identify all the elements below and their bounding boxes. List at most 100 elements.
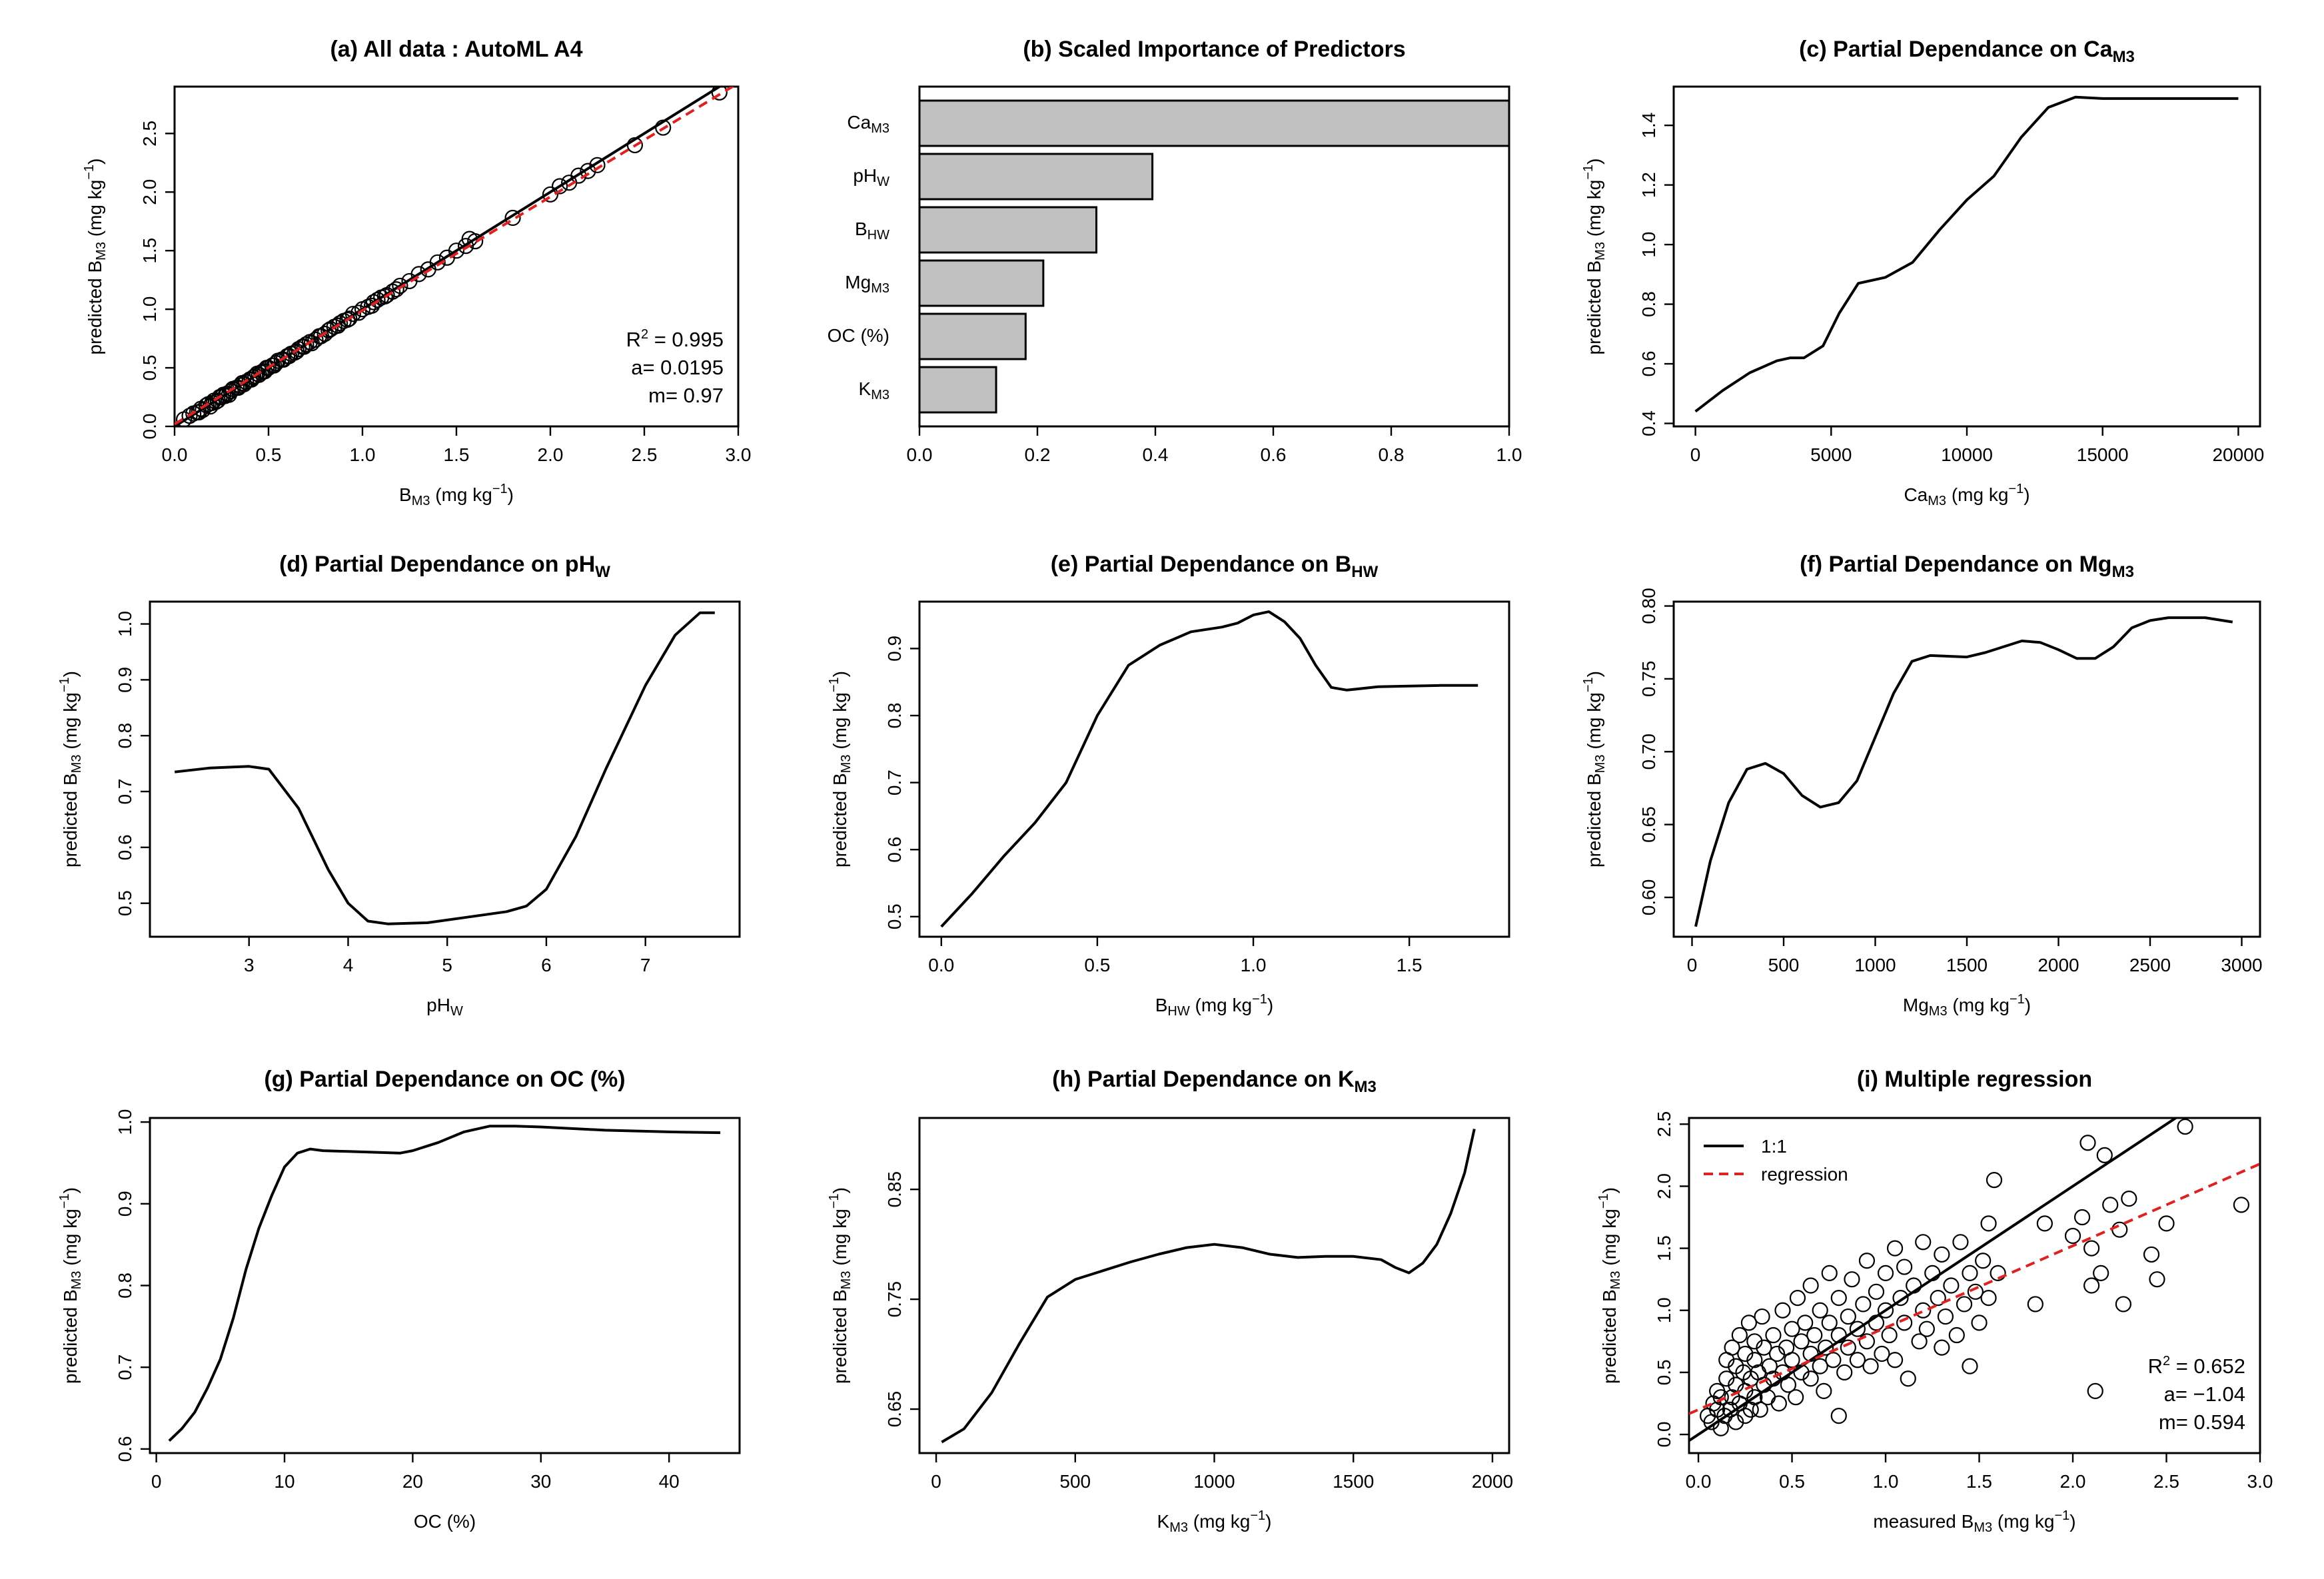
plot-area — [174, 611, 715, 925]
x-axis-label-superscript: −1 — [2008, 482, 2024, 496]
data-point — [1874, 1345, 1890, 1362]
data-point — [1862, 1358, 1879, 1374]
panel-title-text: (g) Partial Dependance on OC (%) — [264, 1067, 625, 1092]
data-point — [2027, 1296, 2043, 1313]
importance-bar — [918, 366, 997, 414]
category-subscript: W — [877, 175, 889, 189]
panel-title: (b) Scaled Importance of Predictors — [1023, 37, 1405, 62]
y-axis-label-text: predicted B — [1584, 773, 1604, 867]
x-axis-label-end: ) — [1267, 995, 1273, 1015]
y-axis-label-text: predicted B — [60, 1289, 81, 1384]
x-tick-label: 1.5 — [444, 444, 470, 465]
y-tick-label: 0.5 — [139, 355, 160, 381]
y-axis-label: predicted BM3 (mg kg−1) — [827, 1187, 854, 1384]
data-point — [339, 311, 356, 328]
data-point — [1816, 1382, 1832, 1399]
data-point — [1812, 1358, 1828, 1374]
data-point — [1962, 1358, 1978, 1374]
data-point — [1962, 1265, 1978, 1281]
data-point — [1918, 1320, 1935, 1337]
data-point — [2158, 1215, 2175, 1232]
panel-title-text: (i) Multiple regression — [1857, 1067, 2092, 1092]
data-point — [2111, 1221, 2128, 1238]
y-tick-label: 0.75 — [884, 1281, 905, 1318]
panel-a: (a) All data : AutoML A4 0.0 0.5 1.0 1.5 2.0 2… — [82, 37, 751, 508]
y-axis-label-end: ) — [85, 159, 105, 165]
y-tick-label: 1.0 — [1654, 1297, 1674, 1323]
data-point — [2093, 1265, 2109, 1281]
y-tick-label: 1.0 — [115, 1109, 135, 1135]
y-tick-label: 0.80 — [1638, 588, 1659, 624]
data-point — [1971, 1315, 1988, 1331]
x-tick-label: 1500 — [1333, 1471, 1374, 1492]
y-axis-label-end: ) — [1584, 671, 1604, 677]
data-point — [1724, 1339, 1740, 1356]
plot-area — [175, 87, 736, 426]
data-point — [1952, 1234, 1969, 1251]
y-tick-label: 1.0 — [115, 611, 135, 637]
x-axis-label-subscript: M3 — [1169, 1520, 1188, 1535]
x-tick-label: 2.5 — [632, 444, 658, 465]
data-point — [322, 320, 339, 338]
y-axis-label-subscript: M3 — [839, 755, 854, 774]
y-axis-label-superscript: −1 — [82, 165, 97, 180]
y-tick-label: 1.5 — [139, 238, 160, 264]
data-point — [1821, 1265, 1838, 1281]
x-axis-label-superscript: −1 — [2010, 992, 2025, 1007]
data-point — [1761, 1358, 1778, 1374]
data-point — [2096, 1147, 2113, 1163]
y-tick-label: 0.8 — [115, 1273, 135, 1299]
y-tick-label: 0.0 — [1654, 1422, 1674, 1448]
x-tick-label: 20 — [402, 1471, 423, 1492]
y-axis-label: predicted BM3 (mg kg−1) — [1581, 159, 1608, 355]
data-point — [2143, 1246, 2160, 1263]
x-tick-label: 6 — [541, 955, 552, 975]
data-point — [1943, 1277, 1960, 1294]
data-point — [1754, 1308, 1770, 1325]
y-tick-label: 0.5 — [884, 903, 905, 929]
r-squared-value: = 0.652 — [2170, 1354, 2245, 1378]
x-axis-label: measured BM3 (mg kg−1) — [1873, 1508, 2075, 1535]
y-axis-label-unit: (mg kg — [830, 1209, 850, 1271]
x-axis-label-text: Ca — [1904, 484, 1928, 505]
panel-title: (i) Multiple regression — [1857, 1067, 2092, 1092]
x-axis-label-text: K — [1157, 1511, 1170, 1532]
data-point — [1756, 1339, 1772, 1356]
y-axis-label-text: predicted B — [1599, 1289, 1620, 1384]
x-axis-label-text: B — [399, 484, 412, 505]
x-axis-label-text: OC (%) — [414, 1511, 476, 1532]
data-point — [330, 317, 346, 334]
data-point — [1818, 1339, 1834, 1356]
category-name: Mg — [845, 272, 871, 292]
y-axis-label: predicted BM3 (mg kg−1) — [1596, 1187, 1623, 1384]
x-tick-label: 1000 — [1193, 1471, 1235, 1492]
data-point — [1802, 1277, 1819, 1294]
x-tick-label: 3.0 — [2247, 1471, 2273, 1492]
category-name: Ca — [847, 112, 871, 133]
data-point — [1877, 1265, 1894, 1281]
data-point — [392, 277, 408, 294]
x-axis-label: KM3 (mg kg−1) — [1157, 1508, 1272, 1535]
x-axis-label-superscript: −1 — [1250, 1508, 1265, 1523]
y-axis-label-end: ) — [830, 1187, 850, 1193]
data-point — [1934, 1246, 1950, 1263]
x-tick-label: 4 — [343, 955, 354, 975]
plot-frame — [1672, 600, 2261, 938]
y-tick-label: 2.5 — [139, 121, 160, 147]
data-point — [1937, 1308, 1954, 1325]
data-point — [296, 338, 312, 355]
y-axis-label-unit: (mg kg — [1599, 1209, 1620, 1271]
data-point — [429, 254, 446, 270]
r-squared-label: R — [2148, 1354, 2163, 1378]
x-axis-label-text: pH — [426, 995, 450, 1015]
x-axis-label-superscript: −1 — [1252, 992, 1267, 1007]
category-name: K — [859, 378, 872, 399]
y-tick-label: 1.2 — [1638, 172, 1659, 198]
x-tick-label: 2000 — [1472, 1471, 1513, 1492]
panel-title-text: (b) Scaled Importance of Predictors — [1023, 37, 1405, 62]
x-tick-label: 0.4 — [1143, 444, 1169, 465]
data-point — [1812, 1302, 1828, 1318]
x-axis-label-subscript: M3 — [1928, 494, 1946, 508]
